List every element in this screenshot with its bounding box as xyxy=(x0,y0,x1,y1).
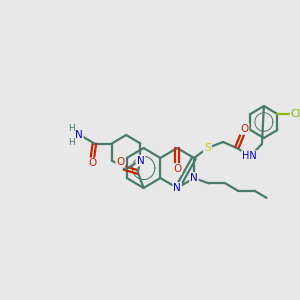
Text: S: S xyxy=(204,143,211,153)
Text: H: H xyxy=(68,138,74,147)
Text: Cl: Cl xyxy=(291,109,300,119)
Text: O: O xyxy=(116,157,124,167)
Text: O: O xyxy=(88,158,97,169)
Text: O: O xyxy=(240,124,249,134)
Text: H: H xyxy=(68,124,74,133)
Text: N: N xyxy=(75,130,83,140)
Text: HN: HN xyxy=(242,151,257,161)
Text: N: N xyxy=(173,183,181,193)
Text: N: N xyxy=(190,173,198,183)
Text: O: O xyxy=(173,164,181,174)
Text: N: N xyxy=(136,155,144,166)
